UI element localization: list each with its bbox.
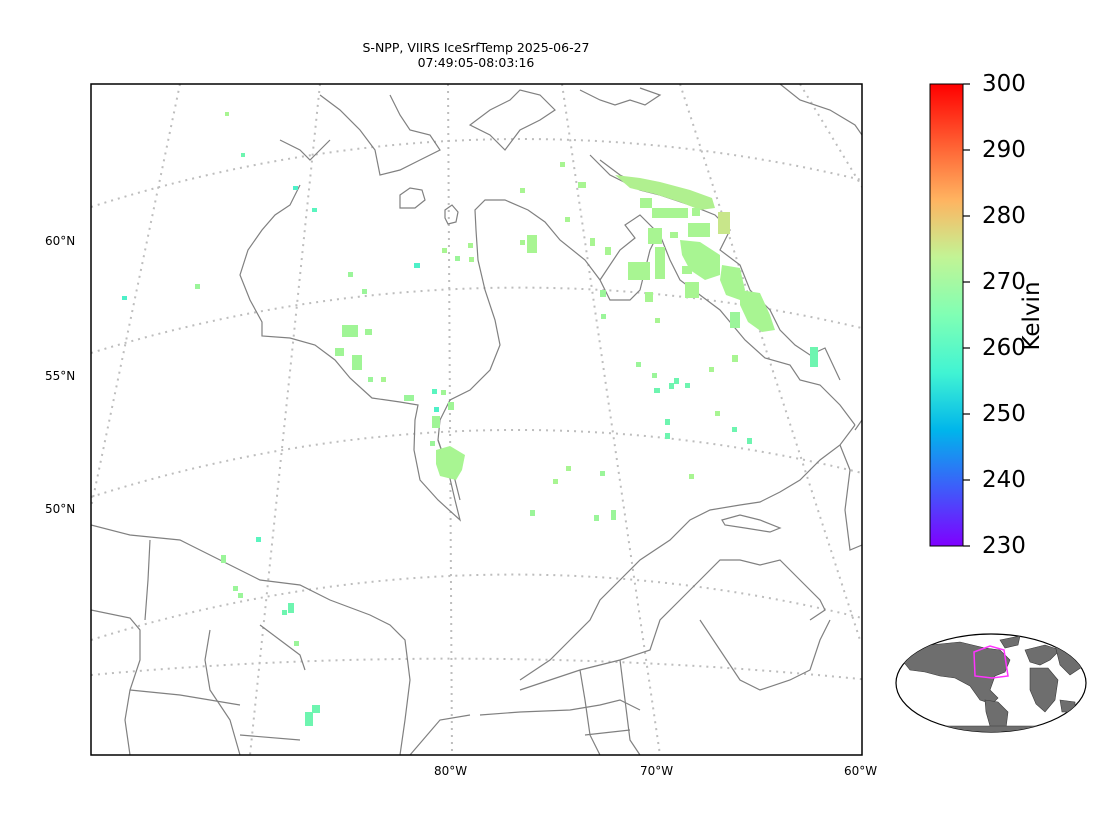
ice-surface-temperature-pixels xyxy=(122,112,818,726)
colorbar-tick-300: 300 xyxy=(982,71,1026,97)
colorbar-tick-230: 230 xyxy=(982,533,1026,559)
colorbar-tick-260: 260 xyxy=(982,335,1026,361)
inset-region-box xyxy=(973,645,1009,679)
lon-label-80w: 80°W xyxy=(434,764,468,778)
title-line-1: S-NPP, VIIRS IceSrfTemp 2025-06-27 xyxy=(362,40,590,55)
title-line-2: 07:49:05-08:03:16 xyxy=(417,55,535,70)
colorbar-tick-marks xyxy=(963,83,970,547)
lat-label-60n: 60°N xyxy=(45,234,76,248)
lat-label-55n: 55°N xyxy=(45,369,76,383)
colorbar-tick-250: 250 xyxy=(982,401,1026,427)
lat-label-50n: 50°N xyxy=(45,502,76,516)
colorbar-tick-270: 270 xyxy=(982,269,1026,295)
colorbar xyxy=(929,83,970,547)
colorbar-tick-280: 280 xyxy=(982,203,1026,229)
lon-label-60w: 60°W xyxy=(844,764,878,778)
map-frame xyxy=(90,83,863,756)
colorbar-tick-290: 290 xyxy=(982,137,1026,163)
map-panel xyxy=(91,84,862,755)
colorbar-label: Kelvin xyxy=(1019,281,1045,351)
lon-label-70w: 70°W xyxy=(640,764,674,778)
coastlines xyxy=(91,84,862,755)
colorbar-tick-240: 240 xyxy=(982,467,1026,493)
inset-globe-map xyxy=(895,633,1087,733)
map-title: S-NPP, VIIRS IceSrfTemp 2025-06-27 07:49… xyxy=(276,40,676,70)
